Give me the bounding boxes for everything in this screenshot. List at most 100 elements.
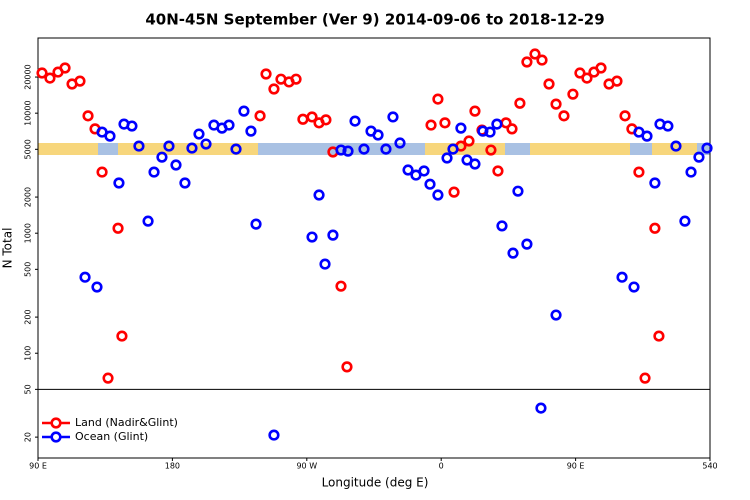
point — [485, 144, 497, 156]
point — [200, 138, 212, 150]
point — [44, 72, 56, 84]
strip-land — [530, 143, 630, 155]
point — [126, 120, 138, 132]
point — [327, 229, 339, 241]
point — [439, 117, 451, 129]
y-tick-label: 500 — [24, 262, 33, 277]
point — [514, 97, 526, 109]
point — [628, 281, 640, 293]
point — [477, 125, 489, 137]
plot-frame — [37, 37, 711, 459]
point — [341, 361, 353, 373]
strip-land — [38, 143, 98, 155]
legend-marker — [50, 431, 62, 443]
x-tick-label: 540 — [702, 462, 717, 471]
point — [112, 222, 124, 234]
point — [418, 165, 430, 177]
point — [506, 123, 518, 135]
point — [74, 75, 86, 87]
point — [512, 185, 524, 197]
point — [550, 309, 562, 321]
point — [319, 258, 331, 270]
point — [133, 140, 145, 152]
y-axis-label: N Total — [1, 228, 15, 269]
point — [693, 151, 705, 163]
point — [611, 75, 623, 87]
point — [335, 144, 347, 156]
x-tick-label: 180 — [165, 462, 180, 471]
point — [641, 130, 653, 142]
point — [358, 143, 370, 155]
point — [639, 372, 651, 384]
point — [306, 231, 318, 243]
y-tick-label: 50 — [24, 384, 33, 394]
point — [432, 93, 444, 105]
point — [535, 402, 547, 414]
point — [82, 110, 94, 122]
point — [567, 88, 579, 100]
point — [306, 111, 318, 123]
y-tick-label: 2000 — [24, 187, 33, 207]
point — [387, 111, 399, 123]
point — [685, 166, 697, 178]
point — [701, 142, 713, 154]
point — [250, 218, 262, 230]
point — [649, 222, 661, 234]
point — [425, 119, 437, 131]
point — [148, 166, 160, 178]
x-axis-label: Longitude (deg E) — [322, 476, 429, 490]
point — [268, 429, 280, 441]
point — [349, 115, 361, 127]
point — [297, 113, 309, 125]
point — [36, 67, 48, 79]
point — [313, 189, 325, 201]
point — [424, 178, 436, 190]
point — [320, 114, 332, 126]
point — [469, 105, 481, 117]
point — [484, 126, 496, 138]
point — [402, 164, 414, 176]
point — [186, 142, 198, 154]
point — [619, 110, 631, 122]
point — [529, 48, 541, 60]
point — [581, 72, 593, 84]
point — [455, 122, 467, 134]
point — [223, 119, 235, 131]
legend-label: Land (Nadir&Glint) — [75, 416, 178, 429]
y-tick-label: 20 — [24, 432, 33, 442]
legend-marker — [50, 417, 62, 429]
point — [163, 140, 175, 152]
point — [558, 110, 570, 122]
point — [595, 62, 607, 74]
point — [653, 330, 665, 342]
point — [91, 281, 103, 293]
point — [432, 189, 444, 201]
y-tick-label: 1000 — [24, 223, 33, 243]
point — [492, 165, 504, 177]
point — [496, 220, 508, 232]
y-tick-label: 100 — [24, 346, 33, 361]
point — [113, 177, 125, 189]
chart-title: 40N-45N September (Ver 9) 2014-09-06 to … — [145, 11, 604, 29]
point — [633, 166, 645, 178]
point — [170, 159, 182, 171]
point — [245, 125, 257, 137]
point — [394, 137, 406, 149]
surface-strip — [38, 143, 710, 155]
point — [102, 372, 114, 384]
point — [230, 143, 242, 155]
point — [193, 128, 205, 140]
x-tick-label: 90 E — [567, 462, 585, 471]
point — [521, 238, 533, 250]
point — [238, 105, 250, 117]
point — [649, 177, 661, 189]
point — [543, 78, 555, 90]
point — [662, 120, 674, 132]
point — [491, 118, 503, 130]
y-tick-label: 10000 — [24, 100, 33, 125]
point — [507, 247, 519, 259]
point — [372, 129, 384, 141]
point — [536, 54, 548, 66]
point — [448, 186, 460, 198]
point — [574, 67, 586, 79]
